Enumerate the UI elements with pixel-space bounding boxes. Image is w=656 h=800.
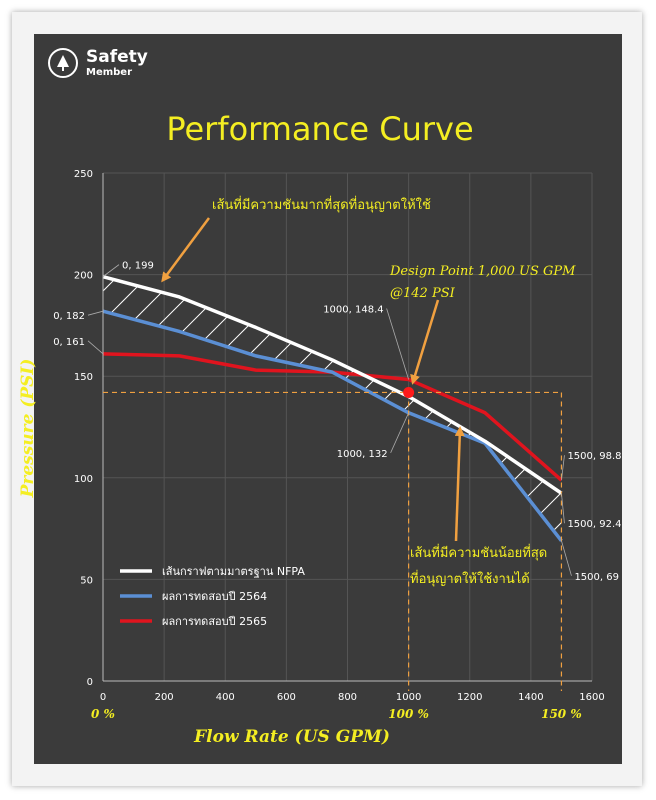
hatch-stroke xyxy=(372,276,562,541)
series-lines xyxy=(102,274,563,542)
hatch-stroke xyxy=(103,276,562,541)
y-tick-label: 0 xyxy=(87,677,93,688)
arrow-max-slope xyxy=(161,217,211,283)
hatch-stroke xyxy=(643,173,656,681)
y-axis-label: Pressure (PSI) xyxy=(18,359,38,499)
x-percent-label: 0 % xyxy=(91,707,115,721)
hatch-stroke xyxy=(192,276,562,541)
reference-lines xyxy=(103,391,563,691)
chart-title: Performance Curve xyxy=(166,110,473,148)
hatch-stroke xyxy=(432,276,562,541)
hatch-stroke xyxy=(312,276,562,541)
series-line xyxy=(102,274,563,495)
hatch-stroke xyxy=(103,276,312,541)
y-tick-label: 200 xyxy=(74,271,93,282)
legend-label: ผลการทดสอบปี 2565 xyxy=(162,615,267,628)
hatch-stroke xyxy=(103,276,562,541)
safety-member-logo: Safety Member xyxy=(48,48,148,78)
label-leader-line xyxy=(87,310,104,316)
label-leader-line xyxy=(102,264,120,277)
hatch-stroke xyxy=(0,173,101,681)
hatch-stroke xyxy=(103,276,552,541)
tolerance-band-hatch xyxy=(0,173,656,681)
x-tick-label: 600 xyxy=(277,692,296,703)
hatch-stroke xyxy=(162,276,562,541)
hatch-stroke xyxy=(613,173,656,681)
point-label: 0, 199 xyxy=(122,261,154,272)
x-tick-label: 1200 xyxy=(457,692,482,703)
hatch-stroke xyxy=(552,276,562,541)
annotation-min-slope-line1: เส้นที่มีความชันน้อยที่สุด xyxy=(410,544,547,561)
hatch-stroke xyxy=(103,276,462,541)
y-tick-label: 100 xyxy=(74,474,93,485)
legend-label: เส้นกราฟตามมาตรฐาน NFPA xyxy=(162,565,305,578)
label-leader-line xyxy=(561,540,572,576)
point-label: 0, 182 xyxy=(53,311,85,322)
point-label: 1000, 132 xyxy=(337,449,388,460)
x-tick-label: 0 xyxy=(100,692,106,703)
y-tick-label: 50 xyxy=(80,575,93,586)
label-leader-line xyxy=(386,308,410,380)
hatch-stroke xyxy=(103,276,342,541)
hatch-stroke xyxy=(103,276,492,541)
tree-icon xyxy=(48,48,78,78)
x-tick-label: 1600 xyxy=(579,692,604,703)
label-leader-line xyxy=(561,493,565,524)
annotation-max-slope: เส้นที่มีความชันมากที่สุดที่อนุญาตให้ใช้ xyxy=(212,196,431,213)
series-line xyxy=(102,309,563,542)
hatch-stroke xyxy=(583,173,656,681)
x-tick-label: 800 xyxy=(338,692,357,703)
x-percent-label: 150 % xyxy=(541,707,582,721)
annotation-design-point-line2: @142 PSI xyxy=(390,286,456,301)
point-label: 1500, 98.8 xyxy=(567,451,621,462)
point-label: 1000, 148.4 xyxy=(323,304,383,315)
point-label: 0, 161 xyxy=(53,337,85,348)
hatch-stroke xyxy=(492,276,562,541)
brand-name: Safety xyxy=(86,46,148,67)
annotation-arrows xyxy=(161,217,465,542)
x-tick-label: 200 xyxy=(155,692,174,703)
arrow-design-point xyxy=(410,299,440,385)
arrow-min-slope xyxy=(454,426,465,542)
annotation-design-point-line1: Design Point 1,000 US GPM xyxy=(389,264,576,279)
chart-panel xyxy=(34,34,622,764)
label-leader-line xyxy=(561,455,565,481)
hatch-stroke xyxy=(522,276,562,541)
y-tick-label: 150 xyxy=(74,372,93,383)
hatch-stroke xyxy=(0,173,11,681)
x-percent-label: 100 % xyxy=(388,707,429,721)
brand-sub: Member xyxy=(86,66,133,78)
point-label: 1500, 69 xyxy=(574,572,619,583)
design-point-marker xyxy=(403,386,415,398)
label-leader-line xyxy=(390,412,409,453)
legend: เส้นกราฟตามมาตรฐาน NFPA ผลการทดสอบปี 2564… xyxy=(120,565,305,628)
hatch-stroke xyxy=(462,276,562,541)
hatch-stroke xyxy=(222,276,562,541)
point-label: 1500, 92.4 xyxy=(567,519,621,530)
x-axis-label: Flow Rate (US GPM) xyxy=(193,727,390,747)
x-tick-label: 400 xyxy=(216,692,235,703)
hatch-stroke xyxy=(132,276,562,541)
x-tick-label: 1400 xyxy=(518,692,543,703)
point-labels: 0, 199 0, 182 0, 161 1000, 148.4 1000, 132 15… xyxy=(53,261,621,583)
hatch-stroke xyxy=(103,276,282,541)
legend-label: ผลการทดสอบปี 2564 xyxy=(162,590,267,603)
x-tick-label: 1000 xyxy=(396,692,421,703)
hatch-stroke xyxy=(252,276,562,541)
hatch-stroke xyxy=(103,276,432,541)
axes: 0 200 400 600 800 1000 1200 1400 1600 0 50 100 150 20… xyxy=(74,169,605,721)
y-tick-label: 250 xyxy=(74,169,93,180)
design-point xyxy=(403,386,415,398)
hatch-stroke xyxy=(103,276,402,541)
annotation-min-slope-line2: ที่อนุญาตให้ใช้งานได้ xyxy=(410,570,530,587)
label-leader-line xyxy=(87,340,104,355)
grid-lines xyxy=(102,172,593,682)
